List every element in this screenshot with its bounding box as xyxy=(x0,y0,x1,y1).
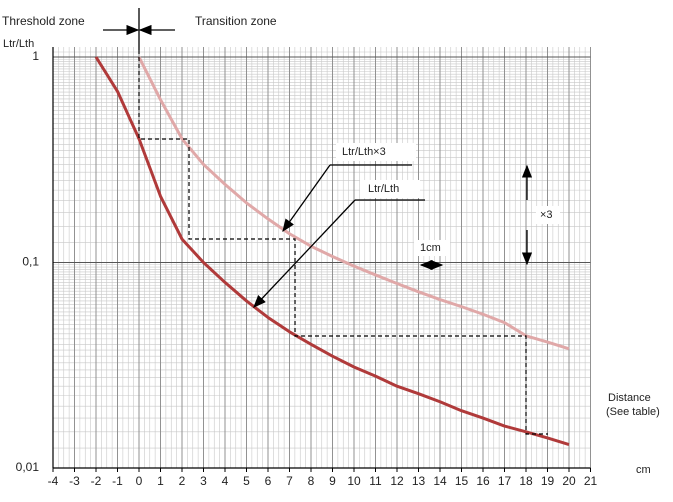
arrow xyxy=(253,199,356,308)
x-tick-label: 9 xyxy=(329,474,336,488)
x-tick-label: 2 xyxy=(179,474,186,488)
x-tick-label: 1 xyxy=(157,474,164,488)
x-tick-label: 7 xyxy=(286,474,293,488)
x-tick-label: 4 xyxy=(222,474,229,488)
label-bg xyxy=(414,240,450,256)
threshold-label: Threshold zone xyxy=(2,14,85,28)
series-label: Ltr/Lth xyxy=(368,183,399,195)
x-tick-label: 0 xyxy=(136,474,143,488)
distance-label: Distance xyxy=(608,392,651,404)
x-tick-label: 17 xyxy=(498,474,512,488)
x-tick-label: 13 xyxy=(412,474,426,488)
x-tick-label: 11 xyxy=(369,474,382,488)
x-tick-label: 14 xyxy=(433,474,447,488)
construction-lines xyxy=(138,50,548,435)
y-tick-label: 0,01 xyxy=(16,460,40,474)
x-tick-label: 12 xyxy=(390,474,404,488)
y-axis-label: Ltr/Lth xyxy=(3,38,34,50)
x-axis-label: cm xyxy=(636,464,651,476)
x-tick-label: 20 xyxy=(562,474,576,488)
x-tick-label: 5 xyxy=(243,474,250,488)
x-tick-label: 10 xyxy=(347,474,361,488)
y-tick-label: 0,1 xyxy=(22,255,39,269)
arrow xyxy=(282,164,331,233)
x-tick-label: 19 xyxy=(541,474,555,488)
cm-label: 1cm xyxy=(420,242,441,254)
x-tick-label: 6 xyxy=(265,474,272,488)
curve xyxy=(94,56,570,447)
x-tick-label: 18 xyxy=(519,474,533,488)
x-tick-label: 3 xyxy=(200,474,207,488)
see-table-label: (See table) xyxy=(606,406,660,418)
curve xyxy=(137,56,570,351)
x-tick-label: 16 xyxy=(476,474,490,488)
x-tick-label: 8 xyxy=(308,474,315,488)
y-tick-label: 1 xyxy=(32,49,39,63)
label-bg xyxy=(536,206,560,224)
label-bg xyxy=(336,143,416,161)
transition-label: Transition zone xyxy=(195,14,277,28)
x-tick-label: 21 xyxy=(584,474,598,488)
label-bg xyxy=(360,180,420,198)
x-tick-label: 15 xyxy=(455,474,469,488)
plot xyxy=(94,56,570,447)
x-tick-label: -3 xyxy=(69,474,80,488)
x-tick-label: -2 xyxy=(91,474,102,488)
grid: -4 -3 -2 -1 0 1 2 3 4 5 6 7 8 9 10 11 12 13 14 15 16 17 18 19 20… xyxy=(16,47,598,488)
x-tick-label: -1 xyxy=(112,474,123,488)
x-tick-label: -4 xyxy=(48,474,59,488)
series-label: Ltr/Lth×3 xyxy=(342,146,386,158)
times3-label: ×3 xyxy=(540,209,553,221)
